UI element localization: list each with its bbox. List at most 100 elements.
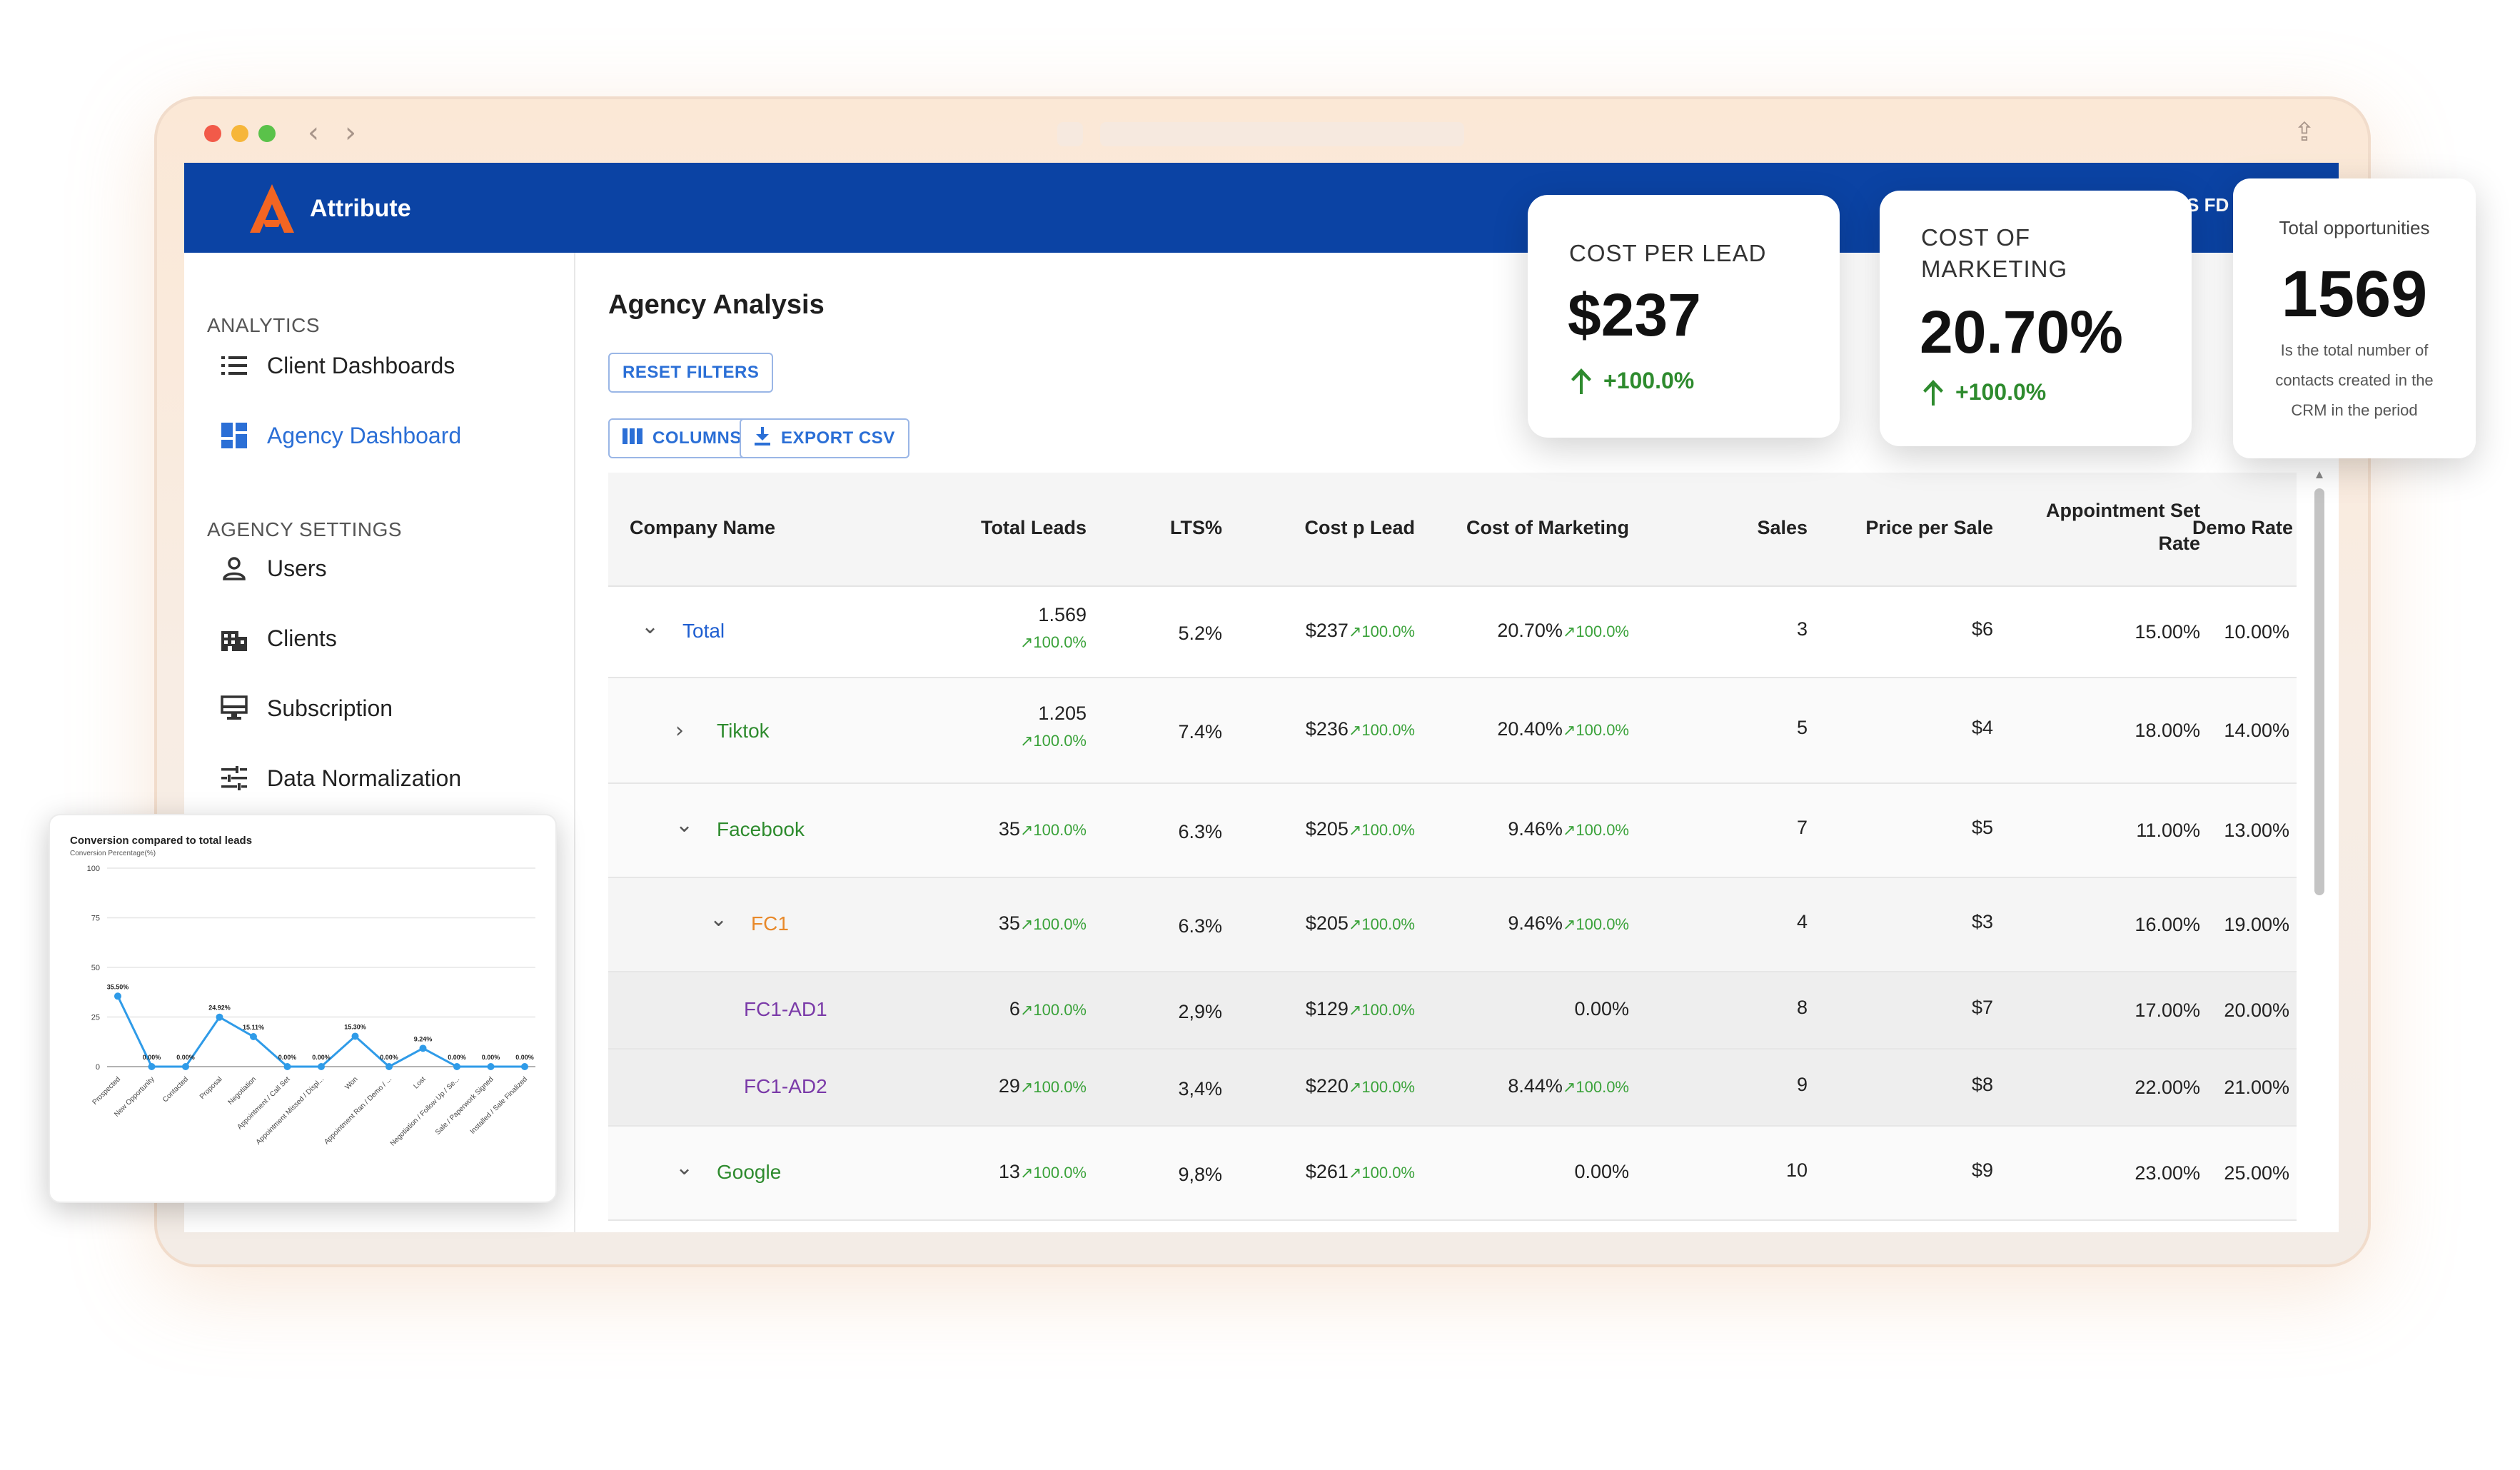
brand-name: Attribute <box>310 194 411 222</box>
x-tick-label: Negotiation / Follow Up / Se... <box>389 1075 461 1147</box>
main-content: Agency Analysis RESET FILTERS COLUMNS EX… <box>577 253 2339 1232</box>
leads-value: 1.569 <box>1038 604 1087 625</box>
conversion-chart: Conversion compared to total leads Conver… <box>70 835 535 1148</box>
collapse-chevron-icon[interactable]: ⌄ <box>675 1154 694 1180</box>
sales-value: 5 <box>1796 717 1808 738</box>
leads-cell: 1.205 ↗100.0% <box>944 703 1087 751</box>
data-label: 0.00% <box>143 1054 161 1061</box>
demo-value: 13.00% <box>2224 820 2289 841</box>
col-total-leads[interactable]: Total Leads <box>980 517 1087 538</box>
pps-cell: $4 <box>1822 717 1993 739</box>
col-appointment-set-rate[interactable]: Appointment Set Rate <box>2046 500 2200 554</box>
table-row[interactable]: FC1-AD2 29↗100.0% 3,4% $220↗100.0% 8.44%↗100… <box>608 1049 2297 1127</box>
leads-value: 29 <box>998 1075 1020 1097</box>
cpl-cell: $236↗100.0% <box>1236 718 1415 740</box>
trend-indicator: ↗100.0% <box>1348 821 1415 839</box>
trend-indicator: ↗100.0% <box>1019 821 1087 839</box>
leads-value: 1.205 <box>1038 703 1087 724</box>
table-row[interactable]: ⌄ Total 1.569 ↗100.0% 5.2% $237↗100.0% 20.70%↗… <box>608 587 2297 678</box>
company-name: Google <box>717 1161 782 1183</box>
export-csv-button[interactable]: EXPORT CSV <box>740 418 909 458</box>
company-name-cell[interactable]: ⌄ Facebook <box>675 812 805 841</box>
table-row[interactable]: ⌄ FC1 35↗100.0% 6.3% $205↗100.0% 9.46%↗100.0%… <box>608 878 2297 972</box>
data-label: 15.11% <box>243 1024 264 1031</box>
sidebar-item-client-dashboards[interactable]: Client Dashboards <box>220 351 455 380</box>
cpl-value: $236 <box>1305 718 1349 740</box>
kpi-label: Total opportunities <box>2279 217 2430 238</box>
x-tick-label: Negotiation <box>227 1075 258 1107</box>
brand[interactable]: Attribute <box>248 183 411 234</box>
table-scrollbar[interactable] <box>2314 488 2324 895</box>
lts-value: 3,4% <box>1178 1078 1222 1099</box>
table-row[interactable]: FC1-AD1 6↗100.0% 2,9% $129↗100.0% 0.00% 8 $7 17… <box>608 972 2297 1049</box>
minimize-window-button[interactable] <box>231 125 248 142</box>
trend-indicator: ↗100.0% <box>1562 821 1629 839</box>
collapse-chevron-icon[interactable]: ⌄ <box>710 906 728 932</box>
company-name-cell[interactable]: ⌄ Total <box>641 614 725 643</box>
data-point <box>419 1044 427 1052</box>
address-bar[interactable] <box>1100 122 1464 146</box>
demo-cell: 13.00% <box>2179 820 2289 842</box>
company-name-cell[interactable]: FC1-AD1 <box>744 998 827 1021</box>
x-tick-label: Proposal <box>198 1075 224 1101</box>
cpl-cell: $237↗100.0% <box>1236 620 1415 642</box>
sidebar-item-users[interactable]: Users <box>220 554 327 583</box>
columns-button[interactable]: COLUMNS <box>608 418 756 458</box>
sales-cell: 5 <box>1672 717 1808 739</box>
pps-cell: $3 <box>1822 911 1993 933</box>
company-name-cell[interactable]: › Tiktok <box>675 718 770 743</box>
collapse-chevron-icon[interactable]: ⌄ <box>675 812 694 837</box>
maximize-window-button[interactable] <box>258 125 276 142</box>
demo-value: 14.00% <box>2224 720 2289 741</box>
share-icon[interactable]: ⇪ <box>2293 118 2315 147</box>
com-value: 8.44% <box>1508 1075 1563 1097</box>
com-value: 0.00% <box>1574 998 1629 1020</box>
kpi-label: COST OF MARKETING <box>1921 224 2068 282</box>
trend-indicator: ↗100.0% <box>1019 1001 1087 1019</box>
trend-indicator: ↗100.0% <box>1019 1164 1087 1182</box>
forward-arrow-icon[interactable]: › <box>345 116 356 149</box>
back-arrow-icon[interactable]: ‹ <box>308 116 319 149</box>
company-name-cell[interactable]: ⌄ FC1 <box>710 907 789 935</box>
sales-cell: 7 <box>1672 817 1808 839</box>
collapse-chevron-icon[interactable]: ⌄ <box>641 613 660 639</box>
demo-cell: 19.00% <box>2179 914 2289 936</box>
close-window-button[interactable] <box>204 125 221 142</box>
col-lts[interactable]: LTS% <box>1170 517 1222 538</box>
scroll-up-icon[interactable] <box>2314 467 2324 1217</box>
col-demo-rate[interactable]: Demo Rate <box>2192 517 2293 538</box>
company-name-cell[interactable]: FC1-AD2 <box>744 1075 827 1098</box>
reset-filters-button[interactable]: RESET FILTERS <box>608 353 774 393</box>
company-name: FC1-AD2 <box>744 1075 827 1097</box>
pps-cell: $5 <box>1822 817 1993 839</box>
sidebar: ANALYTICS Client Dashboards Agency Dashb… <box>184 253 575 1232</box>
sidebar-item-subscription[interactable]: Subscription <box>220 694 393 723</box>
sidebar-item-clients[interactable]: Clients <box>220 624 337 653</box>
sidebar-item-data-normalization[interactable]: Data Normalization <box>220 764 461 792</box>
col-cost-of-marketing[interactable]: Cost of Marketing <box>1466 517 1629 538</box>
user-tag[interactable]: S FD <box>2187 194 2229 216</box>
cpl-value: $220 <box>1305 1075 1349 1097</box>
sidebar-item-agency-dashboard[interactable]: Agency Dashboard <box>220 421 461 450</box>
conversion-chart-card: Conversion compared to total leads Conver… <box>49 814 557 1203</box>
sales-value: 4 <box>1796 911 1808 932</box>
col-sales[interactable]: Sales <box>1757 517 1808 538</box>
table-row[interactable]: ⌄ Facebook 35↗100.0% 6.3% $205↗100.0% 9.46%↗1… <box>608 784 2297 878</box>
asr-value: 22.00% <box>2135 1077 2200 1098</box>
table-row[interactable]: ⌄ Google 13↗100.0% 9,8% $261↗100.0% 0.00% 10 $9… <box>608 1127 2297 1221</box>
lts-value: 9,8% <box>1178 1164 1222 1185</box>
col-cost-per-lead[interactable]: Cost p Lead <box>1304 517 1415 538</box>
tab-icon[interactable] <box>1057 122 1083 146</box>
lts-value: 2,9% <box>1178 1001 1222 1022</box>
col-company-name[interactable]: Company Name <box>630 517 776 538</box>
chart-title: Conversion compared to total leads <box>70 835 252 847</box>
sales-cell: 10 <box>1672 1159 1808 1182</box>
lts-cell: 6.3% <box>1129 915 1222 937</box>
expand-chevron-icon[interactable]: › <box>675 718 684 743</box>
company-name-cell[interactable]: ⌄ Google <box>675 1155 782 1184</box>
pps-value: $3 <box>1971 911 1993 932</box>
table-row[interactable]: › Tiktok 1.205 ↗100.0% 7.4% $236↗100.0% 20.40%… <box>608 678 2297 784</box>
col-price-per-sale[interactable]: Price per Sale <box>1865 517 1993 538</box>
data-label: 0.00% <box>515 1054 534 1061</box>
company-name: Total <box>682 620 725 642</box>
